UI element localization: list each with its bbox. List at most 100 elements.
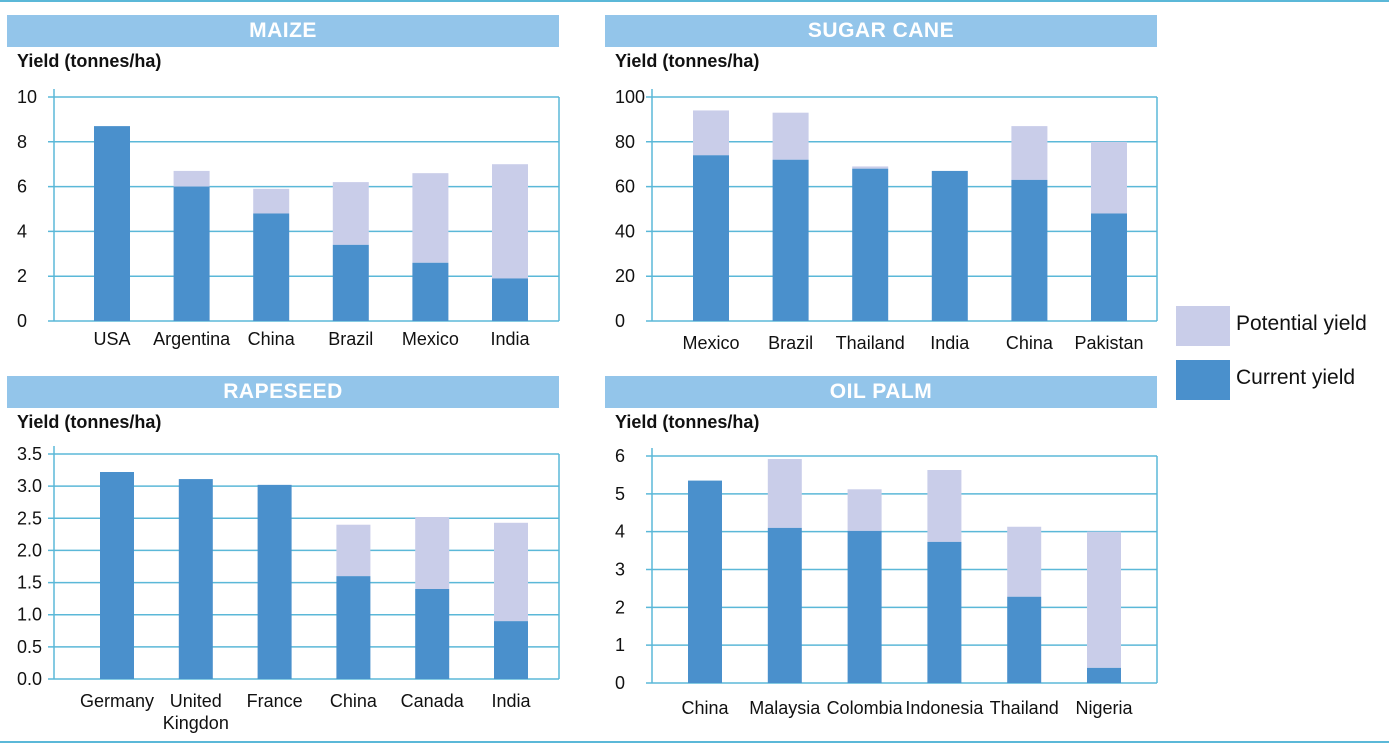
current-yield-bar (1007, 596, 1042, 683)
potential-yield-bar (693, 110, 729, 156)
potential-yield-bar (415, 517, 450, 589)
y-tick-label: 8 (17, 132, 27, 152)
legend-swatch-current (1176, 360, 1230, 400)
potential-yield-bar (767, 459, 802, 528)
x-tick-label: Pakistan (1074, 333, 1143, 353)
potential-yield-bar (173, 170, 210, 187)
y-tick-label: 2 (17, 266, 27, 286)
panel-title: OIL PALM (605, 376, 1157, 408)
x-tick-label: USA (93, 329, 130, 349)
current-yield-bar (927, 541, 962, 683)
x-tick-label: Mexico (682, 333, 739, 353)
potential-yield-bar (492, 164, 528, 279)
current-yield-bar (173, 186, 210, 321)
current-yield-bar (412, 262, 449, 321)
y-tick-label: 2.0 (17, 540, 42, 560)
current-yield-bar (767, 527, 802, 683)
top-rule (0, 0, 1389, 2)
y-tick-label: 6 (17, 177, 27, 197)
x-tick-label: China (330, 691, 378, 711)
x-tick-label: China (248, 329, 296, 349)
current-yield-bar (415, 589, 450, 679)
current-yield-bar (852, 168, 889, 321)
x-tick-label: Brazil (768, 333, 813, 353)
x-tick-label: Germany (80, 691, 154, 711)
sugar-cane-panel: SUGAR CANE Yield (tonnes/ha) 0 20 40 60 80 10… (605, 15, 1165, 375)
legend: Potential yield Current yield (1176, 306, 1396, 406)
current-yield-bar (94, 126, 130, 322)
panel-title: SUGAR CANE (605, 15, 1157, 47)
x-tick-label: Brazil (328, 329, 373, 349)
y-axis-label: Yield (tonnes/ha) (17, 412, 162, 432)
current-yield-bar (100, 472, 134, 679)
x-tick-label: India (490, 329, 530, 349)
y-tick-label: 5 (615, 484, 625, 504)
x-tick-label: India (491, 691, 531, 711)
y-tick-label: 1.5 (17, 573, 42, 593)
legend-swatch-potential (1176, 306, 1230, 346)
current-yield-bar (1091, 213, 1127, 321)
maize-panel: MAIZE Yield (tonnes/ha) 0 2 4 6 8 10 USA Argent… (7, 15, 567, 375)
y-tick-label: 4 (615, 522, 625, 542)
x-tick-label: China (1006, 333, 1054, 353)
x-tick-label: Colombia (827, 698, 904, 718)
current-yield-bar (688, 480, 722, 683)
legend-label-current: Current yield (1236, 366, 1356, 389)
y-tick-label: 100 (615, 87, 645, 107)
x-tick-label: United Kingdon (163, 691, 229, 733)
y-axis-label: Yield (tonnes/ha) (615, 412, 760, 432)
x-tick-label: Thailand (990, 698, 1059, 718)
y-tick-label: 0 (615, 311, 625, 331)
x-tick-label: China (681, 698, 729, 718)
current-yield-bar (847, 530, 882, 683)
rapeseed-panel: RAPESEED Yield (tonnes/ha) 0.0 0.5 1.0 1.5 2… (7, 376, 567, 736)
potential-yield-bar (1087, 531, 1121, 668)
current-yield-bar (178, 479, 213, 679)
y-tick-label: 0.5 (17, 637, 42, 657)
oil-palm-panel: OIL PALM Yield (tonnes/ha) 0 1 2 3 4 5 6 China M… (605, 376, 1165, 736)
y-tick-label: 0.0 (17, 669, 42, 689)
y-tick-label: 2 (615, 597, 625, 617)
x-tick-label: Canada (401, 691, 465, 711)
x-tick-label: Mexico (402, 329, 459, 349)
current-yield-bar (332, 244, 369, 321)
y-tick-label: 0 (615, 673, 625, 693)
potential-yield-bar (927, 469, 962, 542)
y-axis-label: Yield (tonnes/ha) (615, 51, 760, 71)
y-tick-label: 2.5 (17, 508, 42, 528)
x-tick-label: Nigeria (1075, 698, 1133, 718)
y-tick-label: 1.0 (17, 605, 42, 625)
potential-yield-bar (1007, 526, 1042, 597)
x-tick-label: Malaysia (749, 698, 821, 718)
potential-yield-bar (336, 524, 371, 577)
potential-yield-bar (412, 173, 449, 263)
y-tick-label: 0 (17, 311, 27, 331)
current-yield-bar (1011, 179, 1048, 321)
potential-yield-bar (1011, 126, 1048, 180)
bottom-rule (0, 741, 1389, 743)
potential-yield-bar (253, 188, 290, 214)
current-yield-bar (492, 278, 528, 321)
y-tick-label: 20 (615, 266, 635, 286)
y-tick-label: 1 (615, 635, 625, 655)
y-tick-label: 80 (615, 132, 635, 152)
current-yield-bar (257, 484, 292, 679)
current-yield-bar (693, 155, 729, 321)
current-yield-bar (772, 159, 809, 321)
x-tick-label: Thailand (836, 333, 905, 353)
y-tick-label: 4 (17, 221, 27, 241)
y-tick-label: 3.5 (17, 444, 42, 464)
y-tick-label: 3.0 (17, 476, 42, 496)
maize-chart: 0 2 4 6 8 10 USA Argentina China Brazil Mexico Indi… (17, 87, 560, 349)
x-tick-label: Indonesia (905, 698, 984, 718)
current-yield-bar (253, 213, 290, 321)
y-tick-label: 6 (615, 446, 625, 466)
potential-yield-bar (1091, 141, 1127, 214)
y-tick-label: 3 (615, 560, 625, 580)
x-tick-label: India (930, 333, 970, 353)
potential-yield-bar (494, 522, 528, 622)
potential-yield-bar (852, 166, 889, 169)
x-tick-label: France (247, 691, 303, 711)
y-tick-label: 40 (615, 221, 635, 241)
potential-yield-bar (847, 489, 882, 531)
